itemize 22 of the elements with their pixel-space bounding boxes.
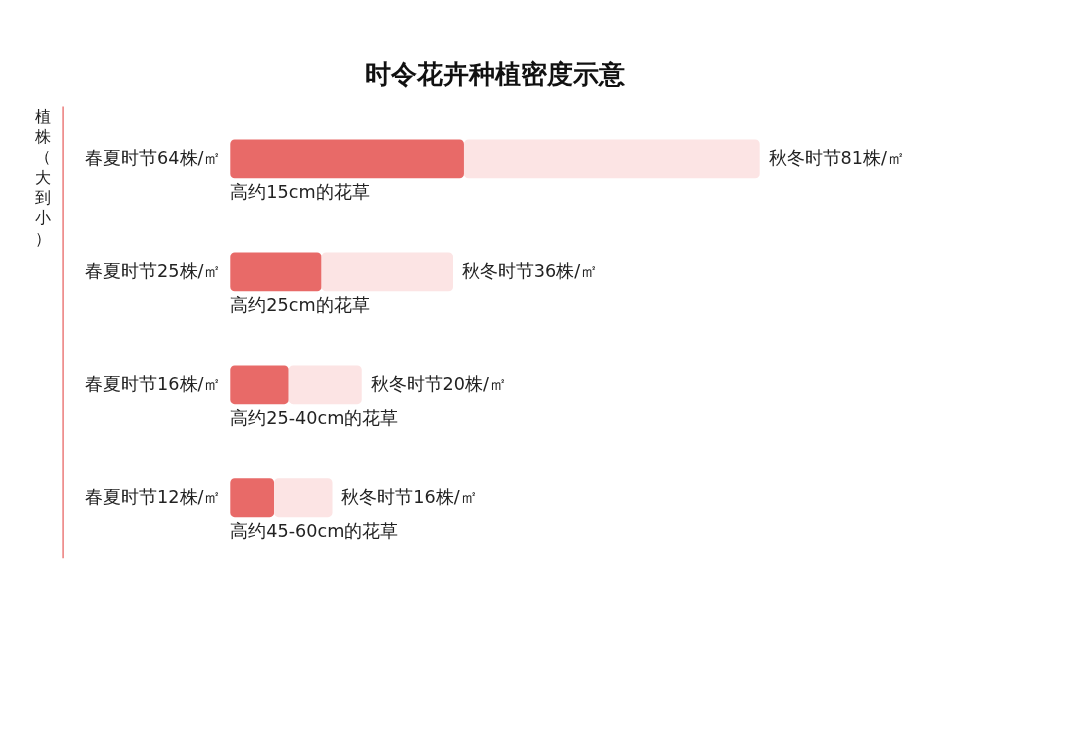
y-tick-label: 高约15cm的花草 — [230, 181, 370, 202]
data-label: 秋冬时节36株/㎡ — [461, 261, 599, 282]
data-label: 秋冬时节81株/㎡ — [768, 148, 905, 169]
y-tick-label: 高约25-40cm的花草 — [230, 407, 399, 428]
bar — [230, 478, 275, 518]
data-label: 春夏时节64株/㎡ — [85, 148, 222, 169]
y-tick-label: 高约45-60cm的花草 — [230, 520, 399, 541]
bar — [321, 252, 454, 292]
bar — [288, 365, 362, 405]
text: 植株（大到小） — [34, 106, 52, 248]
bar — [463, 139, 760, 179]
chart-title: 时令花卉种植密度示意 — [365, 58, 626, 90]
data-label: 秋冬时节16株/㎡ — [341, 487, 478, 508]
data-label: 春夏时节12株/㎡ — [85, 487, 222, 508]
data-label: 春夏时节16株/㎡ — [85, 374, 222, 395]
bar — [230, 365, 289, 405]
data-label: 秋冬时节20株/㎡ — [370, 374, 507, 395]
data-label: 春夏时节25株/㎡ — [85, 261, 222, 282]
bar — [274, 478, 333, 518]
bar — [230, 139, 464, 179]
y-tick-label: 高约25cm的花草 — [230, 294, 370, 315]
bar — [230, 252, 322, 292]
